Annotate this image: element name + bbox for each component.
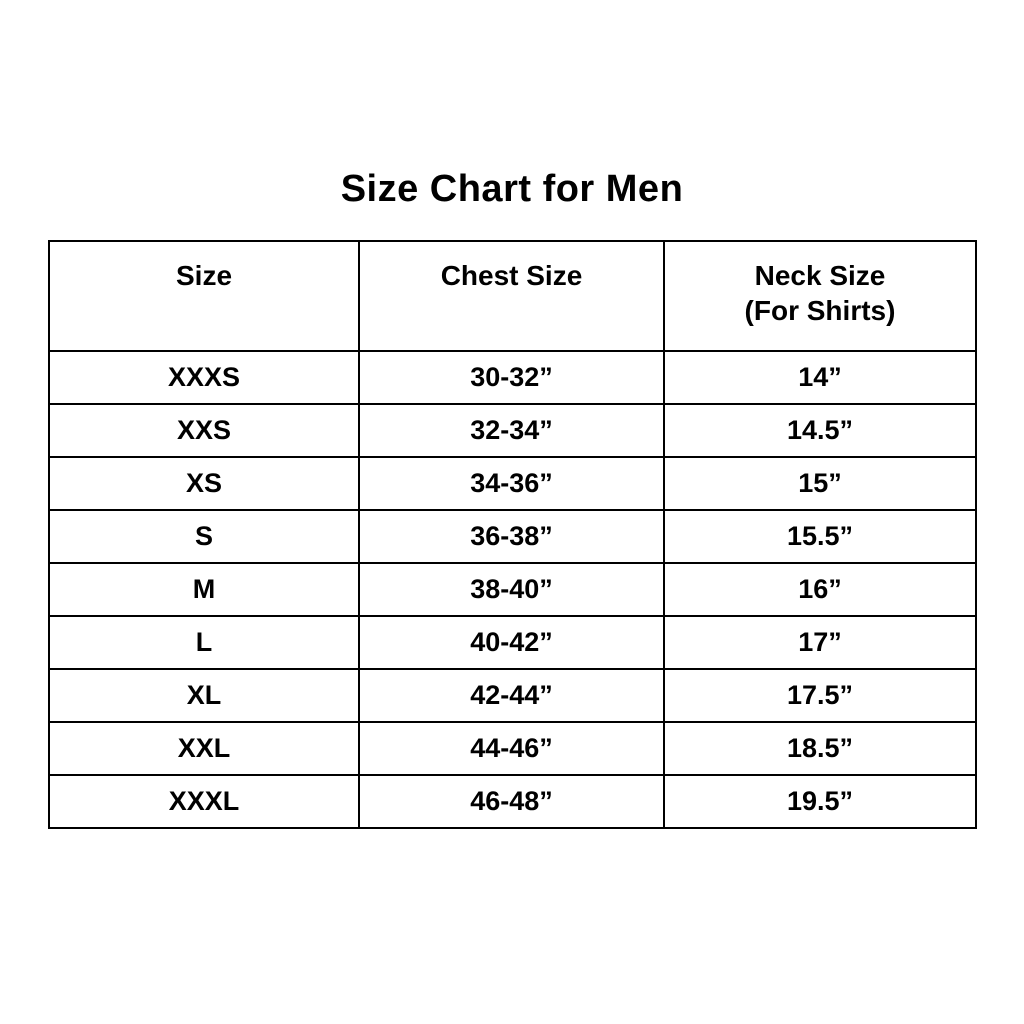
page-title: Size Chart for Men — [340, 168, 684, 210]
cell-neck: 18.5” — [663, 721, 977, 776]
table-row: S 36-38” 15.5” — [48, 509, 977, 564]
table-row: XXL 44-46” 18.5” — [48, 721, 977, 776]
cell-chest: 38-40” — [358, 562, 665, 617]
cell-size: XXL — [48, 721, 360, 776]
size-chart-table: Size Chest Size Neck Size (For Shirts) X… — [48, 240, 977, 829]
table-header-row: Size Chest Size Neck Size (For Shirts) — [48, 240, 977, 352]
cell-neck: 14.5” — [663, 403, 977, 458]
header-chest-size-label: Chest Size — [440, 260, 583, 291]
cell-size: M — [48, 562, 360, 617]
table-row: XS 34-36” 15” — [48, 456, 977, 511]
cell-chest: 36-38” — [358, 509, 665, 564]
cell-neck: 17” — [663, 615, 977, 670]
table-row: L 40-42” 17” — [48, 615, 977, 670]
cell-neck: 15” — [663, 456, 977, 511]
cell-neck: 17.5” — [663, 668, 977, 723]
cell-size: XXS — [48, 403, 360, 458]
cell-size: XXXS — [48, 350, 360, 405]
table-row: XL 42-44” 17.5” — [48, 668, 977, 723]
cell-neck: 16” — [663, 562, 977, 617]
header-neck-size: Neck Size (For Shirts) — [663, 240, 977, 352]
cell-size: L — [48, 615, 360, 670]
cell-chest: 44-46” — [358, 721, 665, 776]
cell-chest: 30-32” — [358, 350, 665, 405]
cell-neck: 19.5” — [663, 774, 977, 829]
table-row: XXXL 46-48” 19.5” — [48, 774, 977, 829]
header-size-label: Size — [175, 260, 233, 291]
cell-chest: 42-44” — [358, 668, 665, 723]
cell-chest: 40-42” — [358, 615, 665, 670]
cell-neck: 14” — [663, 350, 977, 405]
cell-size: S — [48, 509, 360, 564]
cell-chest: 34-36” — [358, 456, 665, 511]
header-neck-size-subtitle: (For Shirts) — [744, 295, 896, 326]
table-row: M 38-40” 16” — [48, 562, 977, 617]
cell-neck: 15.5” — [663, 509, 977, 564]
cell-size: XXXL — [48, 774, 360, 829]
cell-size: XL — [48, 668, 360, 723]
cell-chest: 32-34” — [358, 403, 665, 458]
table-row: XXXS 30-32” 14” — [48, 350, 977, 405]
cell-chest: 46-48” — [358, 774, 665, 829]
cell-size: XS — [48, 456, 360, 511]
table-row: XXS 32-34” 14.5” — [48, 403, 977, 458]
header-neck-size-label: Neck Size — [754, 260, 886, 291]
header-size: Size — [48, 240, 360, 352]
header-chest-size: Chest Size — [358, 240, 665, 352]
